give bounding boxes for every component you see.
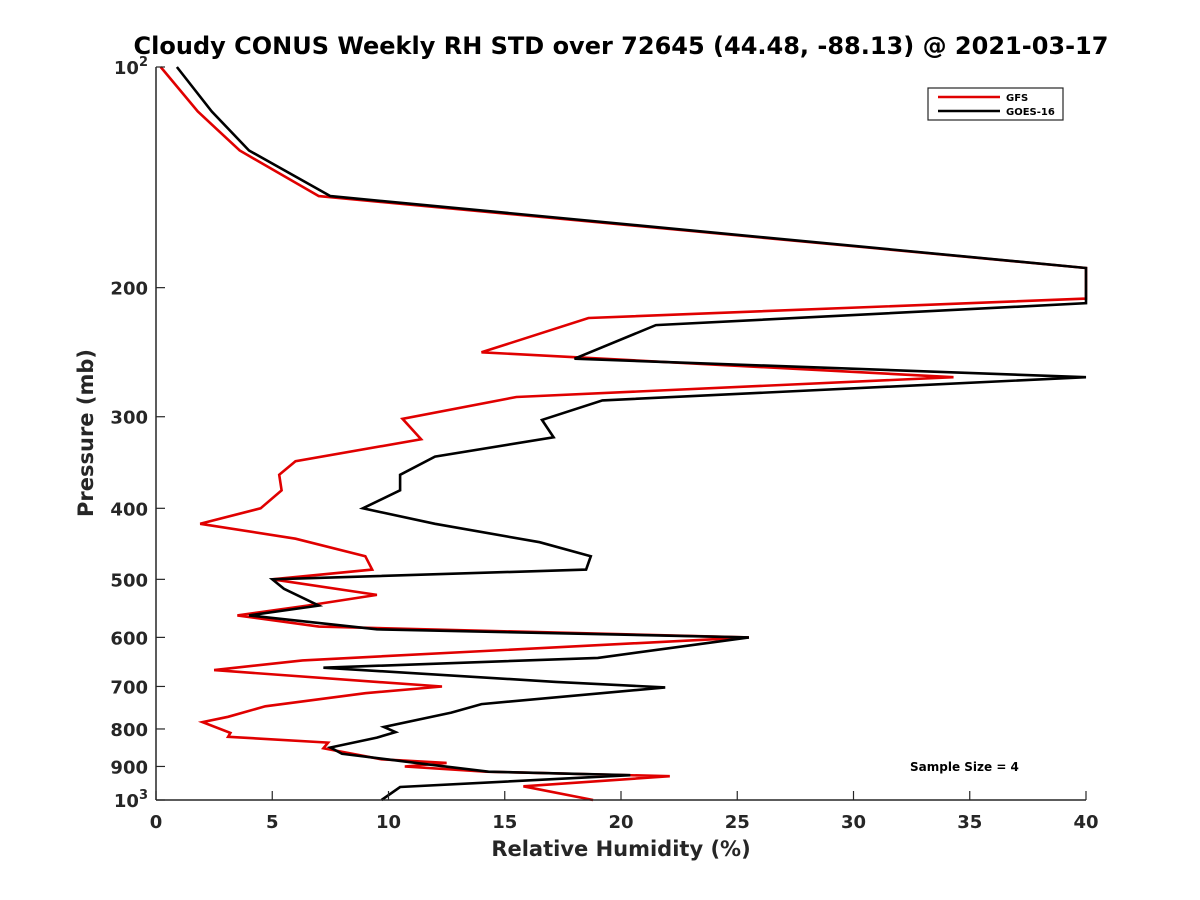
- x-tick-label: 35: [957, 812, 982, 833]
- legend-label-gfs: GFS: [1006, 93, 1028, 104]
- x-tick-label: 15: [492, 812, 517, 833]
- y-tick-label: 700: [110, 677, 148, 698]
- legend: GFS GOES-16: [927, 87, 1064, 121]
- series-lines: [159, 66, 1088, 802]
- sample-size-annotation: Sample Size = 4: [910, 760, 1019, 774]
- x-axis-ticks: 0 5 10 15 20 25 30 35 40: [150, 791, 1099, 833]
- y-axis-label: Pressure (mb): [74, 349, 98, 517]
- series-line-goes16: [175, 66, 1088, 802]
- y-tick-label: 300: [110, 408, 148, 429]
- x-tick-label: 30: [841, 812, 866, 833]
- y-tick-label: 500: [110, 570, 148, 591]
- x-tick-label: 40: [1073, 812, 1098, 833]
- chart-title: Cloudy CONUS Weekly RH STD over 72645 (4…: [134, 32, 1109, 60]
- x-tick-label: 20: [608, 812, 633, 833]
- x-tick-label: 25: [725, 812, 750, 833]
- y-tick-label: 400: [110, 499, 148, 520]
- x-axis-label: Relative Humidity (%): [491, 837, 750, 861]
- y-tick-label: 102: [114, 55, 148, 79]
- y-tick-label: 103: [114, 788, 148, 812]
- y-tick-label: 600: [110, 628, 148, 649]
- y-tick-label: 900: [110, 757, 148, 778]
- legend-box: [927, 87, 1064, 121]
- y-axis-ticks: 102 200 300 400 500 600 700 800 900 103: [110, 55, 165, 812]
- y-tick-label: 200: [110, 279, 148, 300]
- x-tick-label: 0: [150, 812, 163, 833]
- legend-label-goes16: GOES-16: [1006, 107, 1055, 118]
- x-tick-label: 10: [376, 812, 401, 833]
- x-tick-label: 5: [266, 812, 279, 833]
- y-tick-label: 800: [110, 720, 148, 741]
